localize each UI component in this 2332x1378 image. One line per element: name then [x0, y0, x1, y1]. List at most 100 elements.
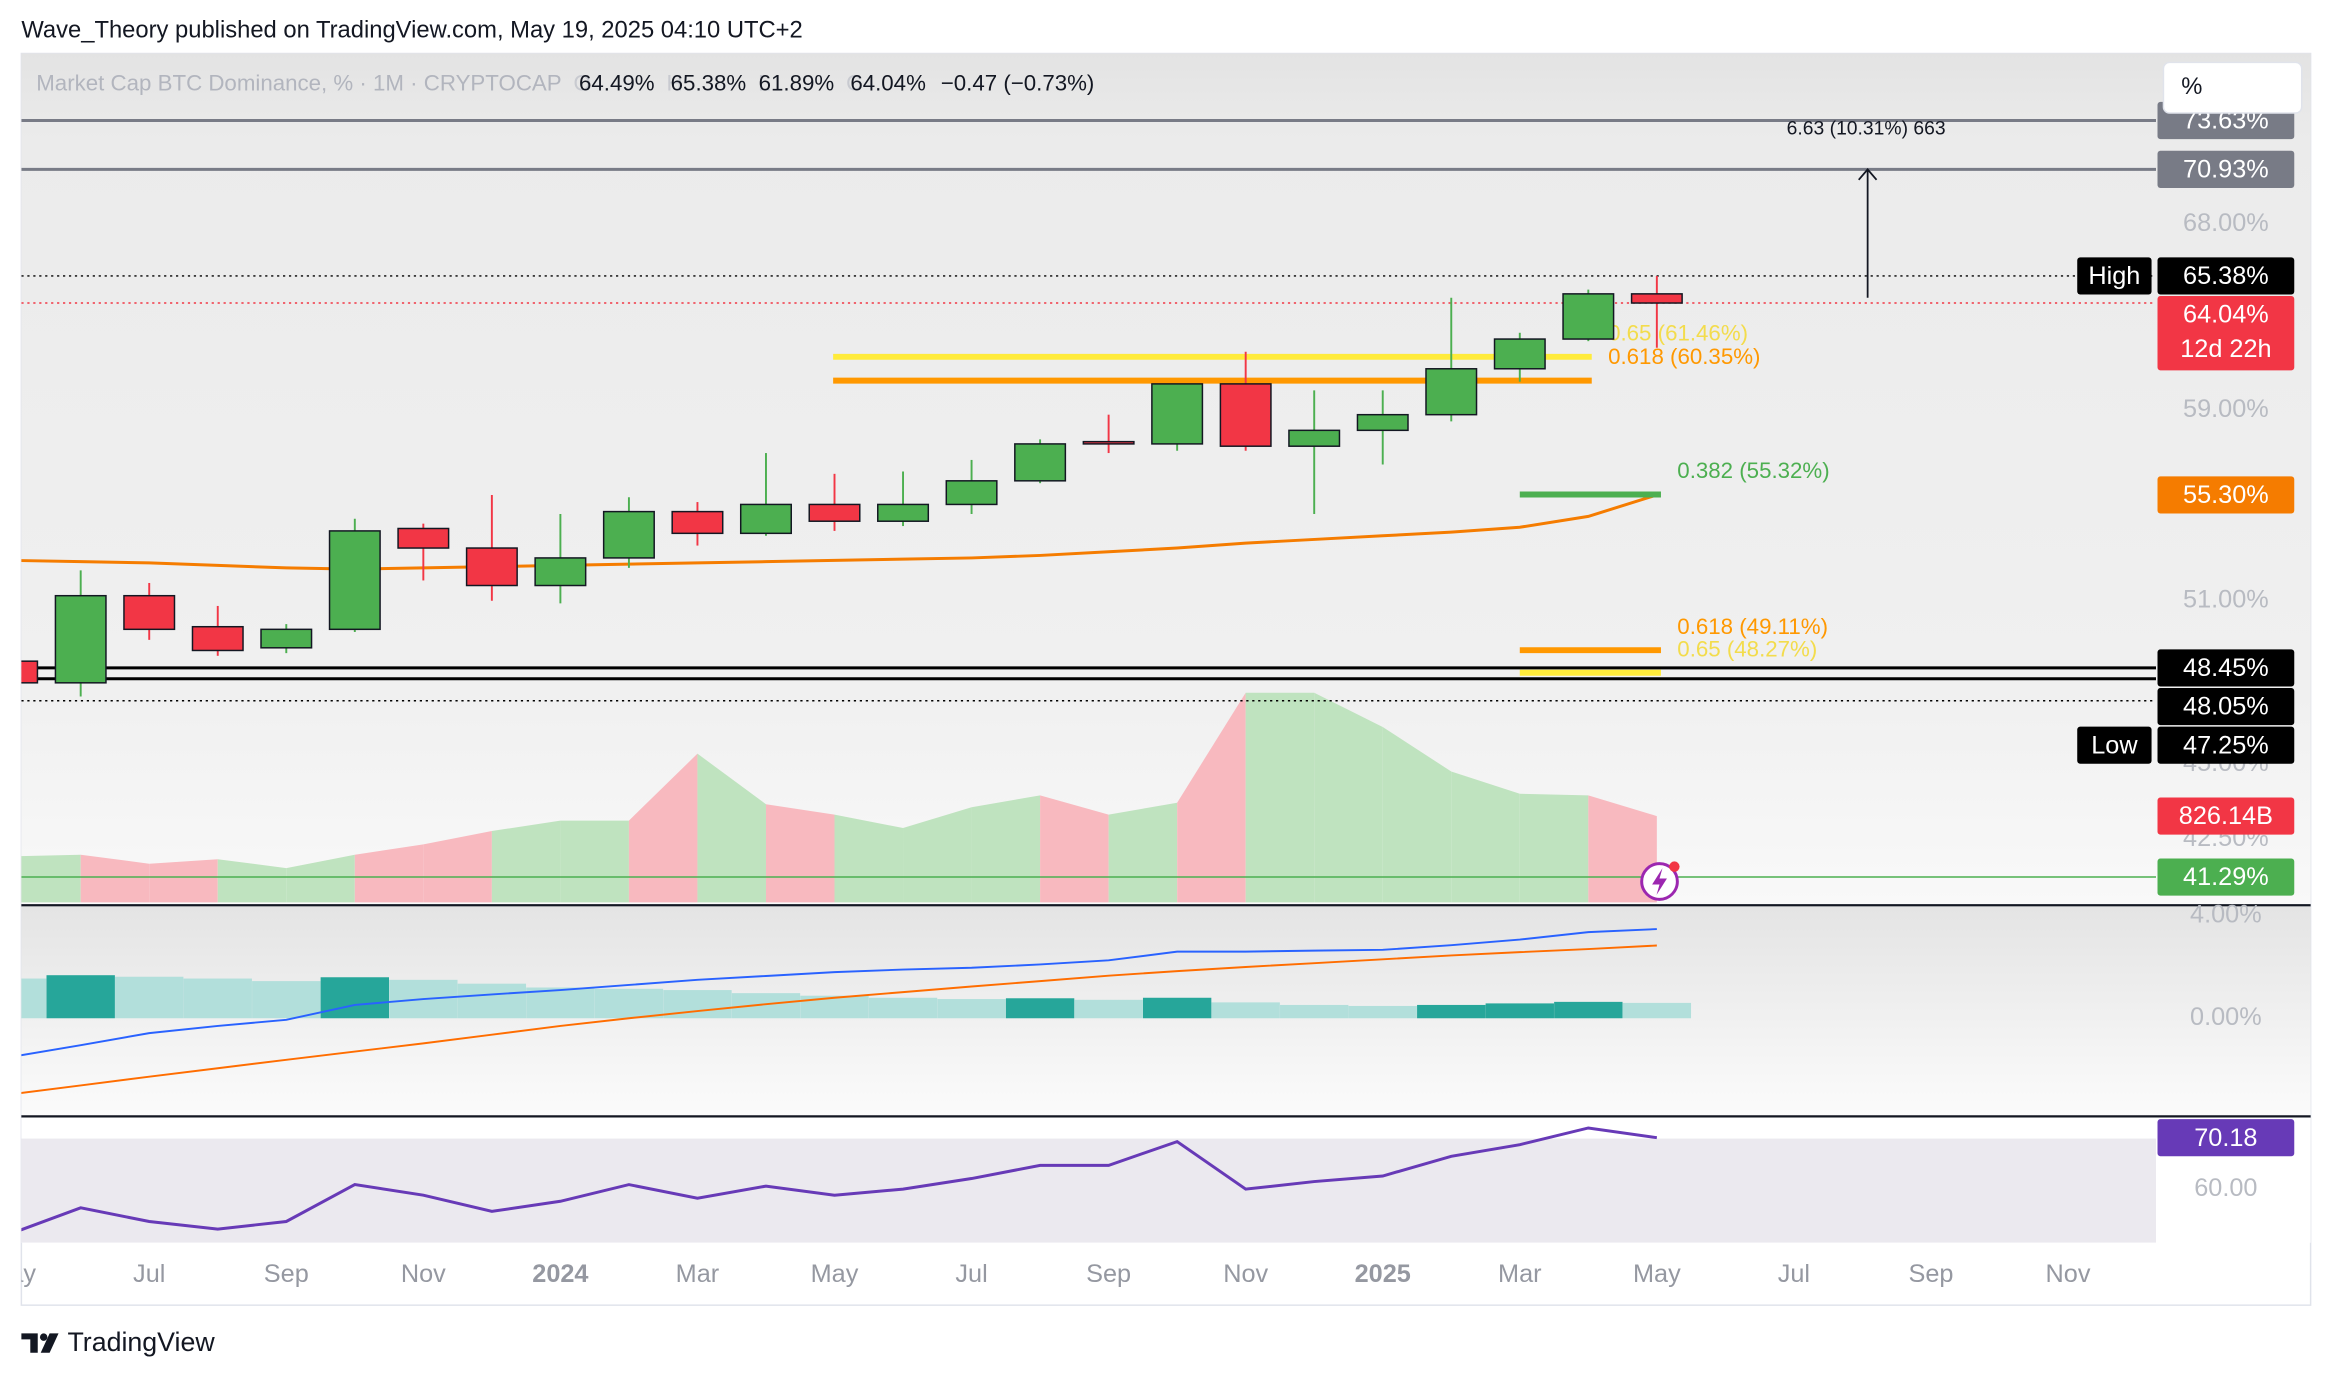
rsi-line — [21, 1126, 1658, 1232]
logo-mark — [39, 1333, 48, 1341]
macd-histogram-bar — [183, 978, 252, 1019]
volume-area — [1382, 726, 1452, 903]
price-badge-label: 47.25% — [2183, 731, 2269, 759]
volume-area — [1314, 692, 1383, 903]
candle-body — [123, 594, 176, 631]
candle-body — [1562, 293, 1615, 340]
volume-area — [1040, 795, 1109, 903]
countdown-label: 12d 22h — [2180, 335, 2271, 363]
candle-body — [671, 510, 724, 535]
moving-average — [21, 493, 1658, 571]
x-tick-label: May — [1633, 1260, 1681, 1288]
scale-button-label[interactable]: % — [2181, 73, 2202, 100]
macd-histogram-bar — [526, 987, 595, 1019]
fib-label: 0.65 (48.27%) — [1677, 636, 1817, 661]
fib-label: 0.618 (49.11%) — [1677, 614, 1828, 639]
x-tick-label: Nov — [401, 1260, 446, 1288]
price-badge — [2157, 257, 2295, 295]
signal-line — [21, 944, 1657, 1094]
price-badge — [2157, 296, 2295, 371]
x-tick-label: Jul — [955, 1260, 987, 1288]
price-badge — [2157, 797, 2295, 835]
macd-histogram-bar — [457, 983, 527, 1019]
price-pane — [21, 53, 2311, 904]
x-tick-label: Jul — [1778, 1260, 1810, 1288]
volume-area — [903, 807, 972, 903]
price-badge — [2157, 476, 2295, 514]
measure-arrow — [1858, 168, 1878, 181]
candle-body — [1219, 383, 1272, 447]
volume-area — [834, 814, 904, 903]
price-badge-label: 48.05% — [2183, 693, 2269, 721]
volume-area — [80, 854, 150, 903]
macd-histogram-bar — [937, 999, 1006, 1019]
macd-histogram-bar — [115, 976, 184, 1019]
macd-histogram-bar — [1074, 999, 1143, 1019]
y-tick-label: 59.00% — [2183, 395, 2269, 423]
rsi-tick-label: 60.00 — [2194, 1174, 2257, 1202]
macd-histogram-bar — [1348, 1005, 1417, 1019]
price-badge — [2157, 150, 2295, 188]
alert-icon[interactable] — [1640, 861, 1680, 901]
volume-area — [423, 831, 492, 903]
volume-area — [1245, 692, 1315, 903]
x-tick-label: Nov — [2046, 1260, 2091, 1288]
legend-high: 65.38% — [671, 71, 747, 96]
volume-area — [1451, 771, 1520, 903]
price-badge-label: 65.38% — [2183, 262, 2269, 290]
macd-histogram-bar — [1485, 1003, 1554, 1019]
volume-area — [971, 795, 1041, 903]
price-badge-label: 826.14B — [2179, 802, 2273, 830]
fib-label: 0.65 (61.46%) — [1608, 320, 1748, 345]
legend-close: 64.04% — [850, 71, 926, 96]
alert-bolt[interactable] — [1652, 868, 1667, 895]
volume-area — [697, 753, 766, 903]
price-axis: 68.00%59.00%51.00%45.00%42.50%4.00%0.00%… — [2077, 101, 2295, 1202]
candle-body — [808, 503, 861, 522]
macd-tick-label: 4.00% — [2190, 900, 2262, 928]
volume-area — [149, 859, 218, 903]
volume-area — [217, 859, 287, 903]
macd-histogram-bar — [1554, 1001, 1623, 1019]
macd-histogram-bar — [1211, 1002, 1280, 1019]
candle-body — [1425, 368, 1478, 416]
candle-body — [21, 660, 39, 684]
price-badge-label: 64.04% — [2183, 301, 2269, 329]
candle-body — [1014, 443, 1067, 482]
price-tag — [2077, 257, 2152, 295]
alert-dot[interactable] — [1669, 861, 1680, 872]
volume-area — [1519, 793, 1589, 903]
macd-histogram-bar — [1142, 997, 1212, 1019]
macd-tick-label: 0.00% — [2190, 1003, 2262, 1031]
candle-body — [191, 625, 244, 652]
legend: Market Cap BTC Dominance, % · 1M · CRYPT… — [36, 71, 1094, 96]
price-badge — [2157, 649, 2295, 687]
volume-area — [491, 820, 561, 903]
x-tick-label: Sep — [1908, 1260, 1953, 1288]
candle-body — [602, 510, 655, 559]
price-badge — [2157, 1119, 2295, 1157]
candle-body — [877, 503, 930, 522]
macd-histogram-bar — [1622, 1002, 1692, 1019]
legend-change: −0.47 (−0.73%) — [941, 71, 1095, 96]
scale-button[interactable] — [2162, 61, 2303, 114]
logo — [21, 1333, 59, 1353]
price-badge-label: 55.30% — [2183, 481, 2269, 509]
x-tick-label: Jul — [133, 1260, 165, 1288]
macd-histogram-bar — [594, 988, 664, 1019]
price-badge-label: 70.18 — [2194, 1124, 2257, 1152]
y-tick-label: 51.00% — [2183, 585, 2269, 613]
legend-key: L — [758, 71, 770, 96]
macd-histogram-bar — [1280, 1004, 1349, 1019]
x-tick-label: Mar — [676, 1260, 720, 1288]
x-tick-label: Sep — [1086, 1260, 1131, 1288]
volume-area — [1588, 795, 1657, 903]
price-badge — [2157, 858, 2295, 896]
price-badge-label: 70.93% — [2183, 156, 2269, 184]
legend-key: O — [574, 71, 591, 96]
macd-histogram-bar — [21, 978, 47, 1019]
x-tick-label: May — [0, 1260, 36, 1288]
candle-body — [739, 503, 792, 535]
